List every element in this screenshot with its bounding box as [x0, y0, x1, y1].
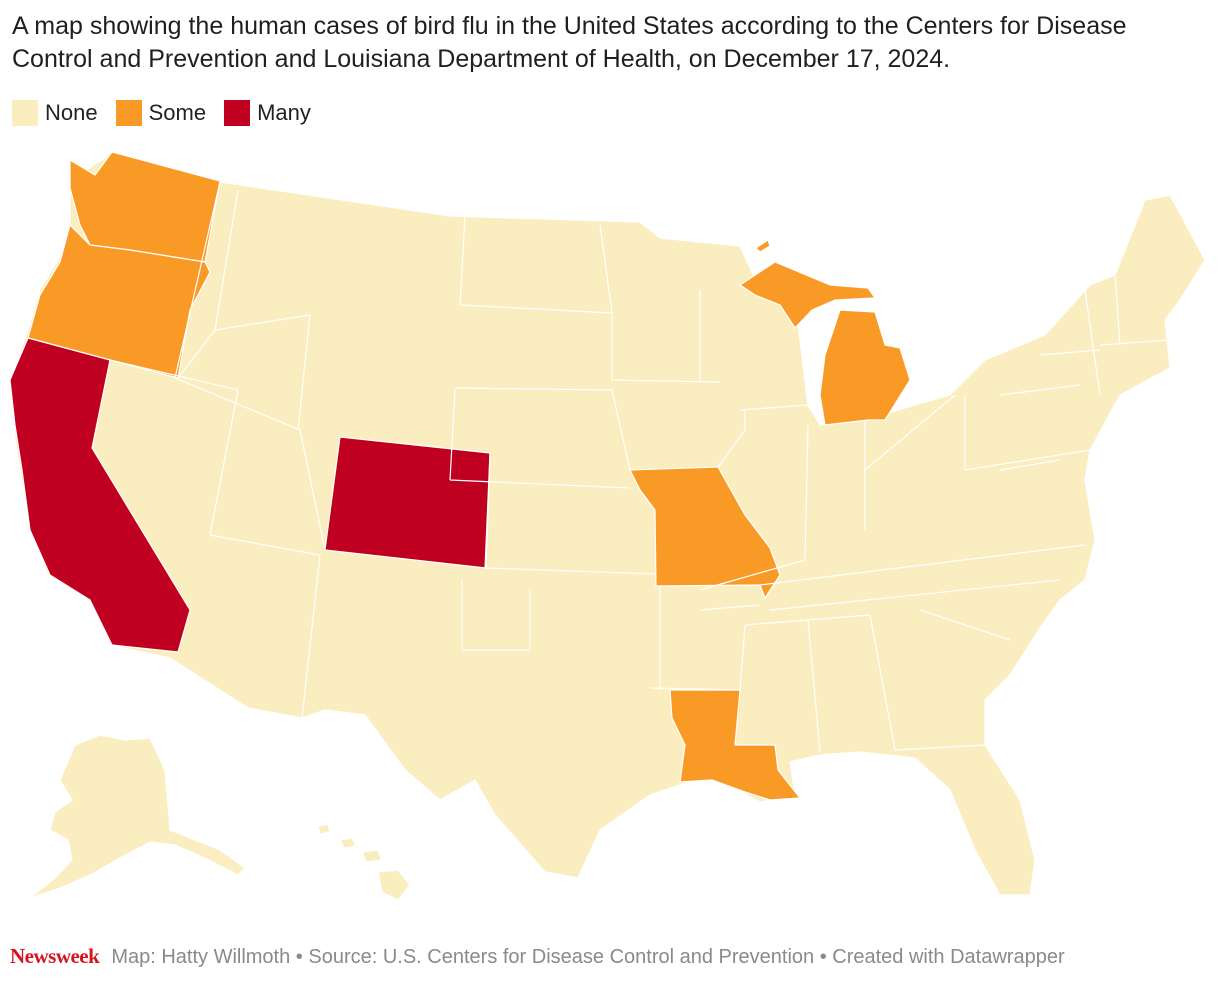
legend-item-none: None	[12, 100, 98, 126]
us-map	[9, 151, 1206, 901]
credit-line: Map: Hatty Willmoth • Source: U.S. Cente…	[111, 946, 1065, 968]
legend: None Some Many	[12, 100, 311, 126]
map-title: A map showing the human cases of bird fl…	[12, 12, 1127, 73]
newsweek-logo[interactable]: Newsweek	[10, 944, 100, 968]
footer: Newsweek Map: Hatty Willmoth • Source: U…	[10, 944, 1065, 969]
state-michigan-lower	[819, 309, 911, 426]
state-colorado	[324, 436, 491, 569]
state-alaska	[29, 734, 246, 899]
legend-item-many: Many	[224, 100, 311, 126]
legend-swatch-some	[115, 100, 142, 126]
state-louisiana	[669, 689, 801, 801]
legend-label-none: None	[45, 100, 98, 125]
legend-label-many: Many	[257, 100, 311, 125]
state-hawaii	[317, 823, 411, 901]
state-california	[9, 337, 191, 653]
border-lines	[109, 181, 1171, 753]
michigan-isle-royale	[755, 239, 771, 253]
legend-item-some: Some	[115, 100, 207, 126]
state-borders	[109, 181, 1171, 753]
state-missouri	[629, 466, 781, 599]
state-michigan-upper	[739, 261, 876, 329]
legend-swatch-none	[12, 100, 38, 126]
legend-label-some: Some	[148, 100, 207, 125]
us-base-shape	[11, 154, 1206, 896]
legend-swatch-many	[224, 100, 251, 126]
